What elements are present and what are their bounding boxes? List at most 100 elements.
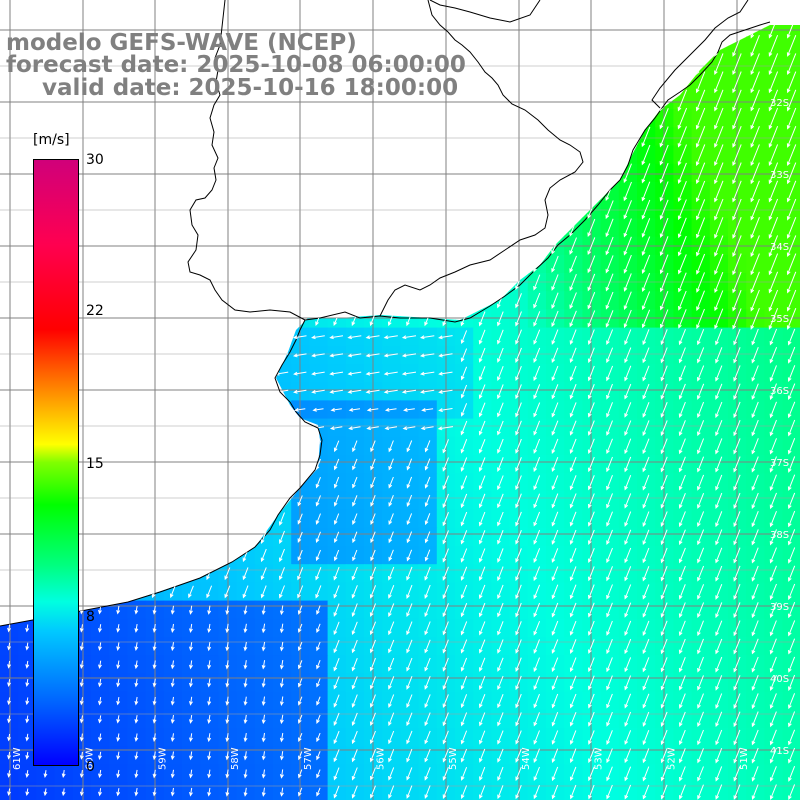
wind-arrow — [606, 711, 613, 727]
wind-arrow — [732, 89, 742, 112]
wind-arrow — [642, 0, 650, 19]
wind-arrow — [238, 335, 253, 340]
wind-arrow — [6, 112, 12, 126]
wind-arrow — [697, 711, 704, 728]
wind-arrow — [751, 529, 759, 546]
wind-arrow — [225, 769, 230, 779]
wind-arrow — [133, 458, 140, 471]
wind-arrow — [695, 180, 706, 203]
wind-arrow — [169, 476, 176, 490]
wind-arrow — [279, 751, 284, 761]
wind-arrow — [24, 549, 30, 562]
wind-arrow — [6, 531, 12, 544]
wind-arrow — [460, 493, 468, 509]
wind-arrow — [207, 769, 212, 779]
wind-arrow — [515, 347, 522, 363]
wind-arrow — [79, 624, 84, 633]
wind-arrow — [750, 271, 760, 294]
wind-arrow — [533, 329, 541, 345]
wind-arrow — [298, 751, 303, 761]
wind-arrow — [406, 38, 413, 54]
wind-arrow — [387, 257, 395, 272]
wind-arrow — [714, 89, 724, 112]
wind-arrow — [279, 696, 284, 707]
wind-arrow — [660, 529, 668, 546]
wind-arrow — [406, 748, 413, 763]
wind-arrow — [116, 769, 121, 779]
wind-arrow — [497, 584, 504, 600]
wind-arrow — [606, 784, 613, 800]
wind-arrow — [183, 371, 198, 376]
wind-arrow — [442, 457, 449, 472]
wind-arrow — [624, 766, 632, 782]
wind-arrow — [677, 199, 687, 221]
wind-arrow — [515, 457, 522, 472]
wind-arrow — [406, 184, 413, 199]
wind-arrow — [788, 602, 796, 619]
wind-arrow — [497, 675, 504, 691]
wind-arrow — [242, 166, 249, 181]
wind-arrow — [388, 730, 395, 745]
wind-arrow — [460, 675, 468, 690]
wind-arrow — [388, 476, 394, 489]
wind-arrow — [293, 389, 307, 394]
wind-arrow — [660, 729, 668, 746]
wind-arrow — [279, 567, 285, 581]
wind-arrow — [278, 512, 285, 526]
wind-arrow — [642, 329, 650, 346]
wind-arrow — [315, 567, 322, 581]
wind-arrow — [551, 402, 559, 418]
wind-arrow — [370, 476, 376, 489]
wind-arrow — [478, 147, 486, 163]
wind-arrow — [206, 166, 213, 181]
wind-arrow — [787, 383, 796, 401]
wind-arrow — [7, 752, 12, 760]
wind-arrow — [496, 183, 504, 200]
wind-arrow — [478, 38, 486, 54]
wind-arrow — [79, 733, 84, 742]
wind-arrow — [679, 784, 686, 800]
wind-arrow — [442, 603, 449, 618]
wind-arrow — [642, 602, 650, 618]
wind-arrow — [97, 440, 103, 453]
wind-arrow — [715, 766, 723, 782]
wind-arrow — [624, 693, 632, 709]
wind-arrow — [460, 457, 468, 472]
wind-arrow — [497, 530, 504, 545]
wind-arrow — [695, 89, 706, 112]
wind-arrow — [641, 309, 651, 329]
wind-arrow — [533, 621, 541, 636]
wind-arrow — [551, 693, 559, 709]
wind-arrow — [587, 438, 595, 455]
wind-arrow — [569, 54, 578, 74]
wind-arrow — [786, 126, 797, 148]
wind-arrow — [515, 785, 522, 800]
wind-arrow — [260, 202, 267, 217]
wind-arrow — [515, 548, 522, 563]
wind-arrow — [786, 308, 797, 330]
wind-arrow — [406, 458, 413, 471]
wind-arrow — [134, 733, 139, 742]
wind-arrow — [769, 583, 777, 601]
wind-arrow — [420, 389, 435, 394]
wind-arrow — [642, 620, 650, 636]
wind-arrow — [606, 347, 614, 364]
wind-arrow — [278, 494, 285, 508]
wind-arrow — [169, 184, 176, 199]
wind-arrow — [606, 402, 613, 418]
wind-arrow — [551, 127, 559, 146]
wind-arrow — [243, 751, 248, 761]
wind-arrow — [243, 696, 248, 706]
wind-arrow — [383, 335, 398, 340]
wind-arrow — [624, 638, 632, 655]
wind-arrow — [115, 148, 122, 162]
wind-arrow — [496, 25, 504, 36]
wind-arrow — [751, 711, 759, 728]
wind-arrow — [641, 90, 651, 111]
wind-arrow — [733, 529, 741, 546]
wind-arrow — [351, 621, 358, 636]
wind-arrow — [401, 371, 417, 376]
wind-arrow — [98, 715, 102, 724]
latitude-label: 39S — [770, 602, 789, 613]
wind-arrow — [768, 107, 779, 130]
